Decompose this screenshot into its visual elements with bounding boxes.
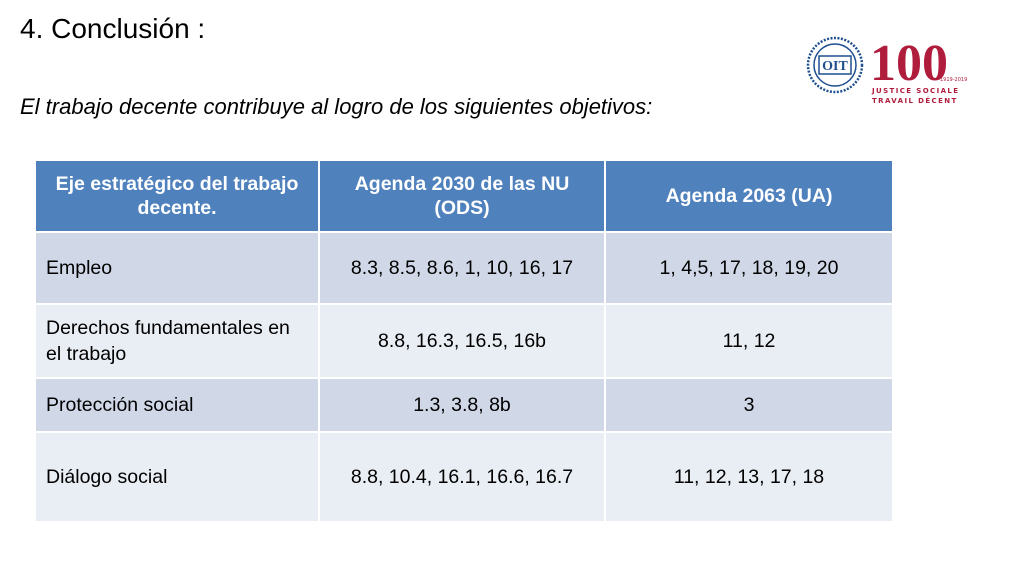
table-row: Empleo 8.3, 8.5, 8.6, 1, 10, 16, 17 1, 4…: [34, 231, 894, 305]
slide-title: 4. Conclusión :: [20, 13, 206, 44]
row-agenda-2030: 8.3, 8.5, 8.6, 1, 10, 16, 17: [318, 231, 606, 305]
row-agenda-2030: 8.8, 16.3, 16.5, 16b: [318, 303, 606, 379]
row-axis: Empleo: [34, 231, 320, 305]
centenary-logo-icon: 100: [870, 35, 948, 92]
row-agenda-2063: 1, 4,5, 17, 18, 19, 20: [604, 231, 894, 305]
row-agenda-2030: 8.8, 10.4, 16.1, 16.6, 16.7: [318, 431, 606, 523]
table-row: Derechos fundamentales en el trabajo 8.8…: [34, 303, 894, 379]
header-strategic-axis: Eje estratégico del trabajo decente.: [34, 159, 320, 233]
row-axis: Protección social: [34, 377, 320, 433]
table-row: Diálogo social 8.8, 10.4, 16.1, 16.6, 16…: [34, 431, 894, 523]
table-header-row: Eje estratégico del trabajo decente. Age…: [34, 159, 894, 233]
row-agenda-2030: 1.3, 3.8, 8b: [318, 377, 606, 433]
ilo-logo-icon: OIT: [806, 36, 864, 94]
header-agenda-2030: Agenda 2030 de las NU (ODS): [318, 159, 606, 233]
objectives-table: Eje estratégico del trabajo decente. Age…: [34, 159, 894, 523]
row-agenda-2063: 11, 12: [604, 303, 894, 379]
ilo-logo-text: OIT: [822, 59, 848, 74]
slide-subtitle: El trabajo decente contribuye al logro d…: [20, 94, 653, 119]
centenary-number: 100: [870, 35, 948, 92]
row-axis: Diálogo social: [34, 431, 320, 523]
row-agenda-2063: 3: [604, 377, 894, 433]
table-row: Protección social 1.3, 3.8, 8b 3: [34, 377, 894, 433]
header-agenda-2063: Agenda 2063 (UA): [604, 159, 894, 233]
centenary-line1: JUSTICE SOCIALE: [872, 87, 960, 95]
row-axis: Derechos fundamentales en el trabajo: [34, 303, 320, 379]
logos: OIT 100 1919-2019 JUSTICE SOCIALE TRAVAI…: [800, 30, 990, 112]
centenary-years: 1919-2019: [940, 77, 968, 83]
centenary-line2: TRAVAIL DÉCENT: [872, 97, 958, 105]
row-agenda-2063: 11, 12, 13, 17, 18: [604, 431, 894, 523]
